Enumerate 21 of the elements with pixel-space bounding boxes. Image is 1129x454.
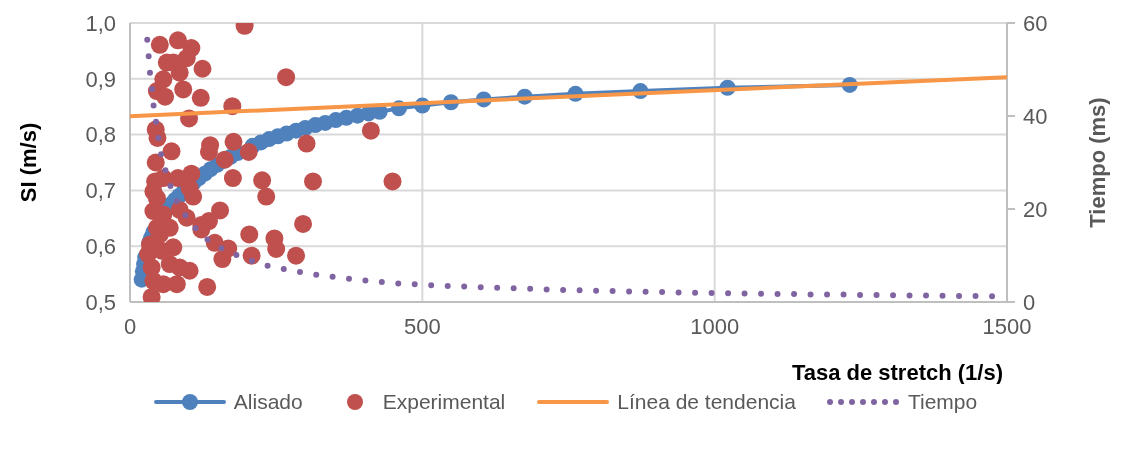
y2-tick-label: 40 — [1023, 103, 1048, 129]
y-tick-label: 0,5 — [85, 289, 116, 315]
y-tick-label: 0,6 — [85, 234, 116, 260]
x-axis-title: Tasa de stretch (1/s) — [791, 360, 1003, 385]
legend-label: Línea de tendencia — [617, 390, 796, 414]
legend-label: Tiempo — [907, 390, 978, 414]
y-tick-label: 0,7 — [85, 178, 116, 204]
y2-tick-label: 0 — [1023, 289, 1036, 315]
x-tick-label: 1500 — [982, 313, 1032, 339]
x-tick-label: 500 — [403, 313, 441, 339]
y-axis-title: SI (m/s) — [15, 122, 41, 203]
y-tick-label: 1,0 — [85, 10, 116, 36]
y2-tick-label: 60 — [1023, 10, 1048, 36]
legend-label: Alisado — [233, 390, 303, 414]
y2-axis-title: Tiempo (ms) — [1084, 97, 1110, 228]
y-tick-label: 0,8 — [85, 122, 116, 148]
y2-tick-label: 20 — [1023, 196, 1048, 222]
x-tick-label: 0 — [123, 313, 137, 339]
y-tick-label: 0,9 — [85, 66, 116, 92]
x-tick-label: 1000 — [690, 313, 740, 339]
legend-label: Experimental — [382, 390, 506, 414]
